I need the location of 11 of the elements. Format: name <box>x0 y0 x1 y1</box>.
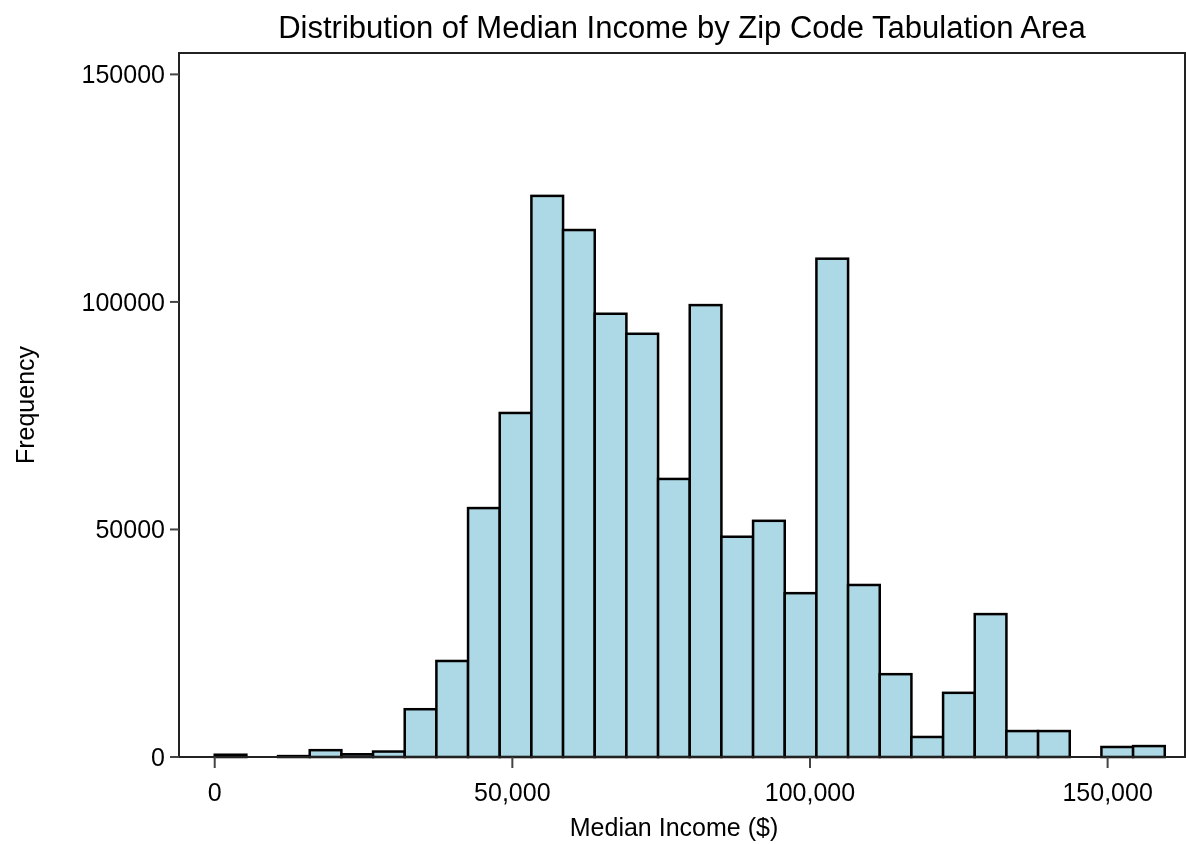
x-tick-label: 0 <box>207 778 222 806</box>
y-tick-label: 50000 <box>95 515 165 544</box>
x-tick-label: 50,000 <box>474 778 551 806</box>
y-axis-title: Frequency <box>11 345 39 465</box>
x-axis-title: Median Income ($) <box>569 813 779 841</box>
y-tick-label: 100000 <box>81 287 165 316</box>
y-tick-label: 0 <box>151 742 165 771</box>
y-tick-label: 150000 <box>81 60 165 89</box>
chart-title: Distribution of Median Income by Zip Code Tabulation Area <box>278 10 1087 45</box>
x-tick-label: 100,000 <box>764 778 856 806</box>
x-tick-label: 150,000 <box>1062 778 1153 806</box>
